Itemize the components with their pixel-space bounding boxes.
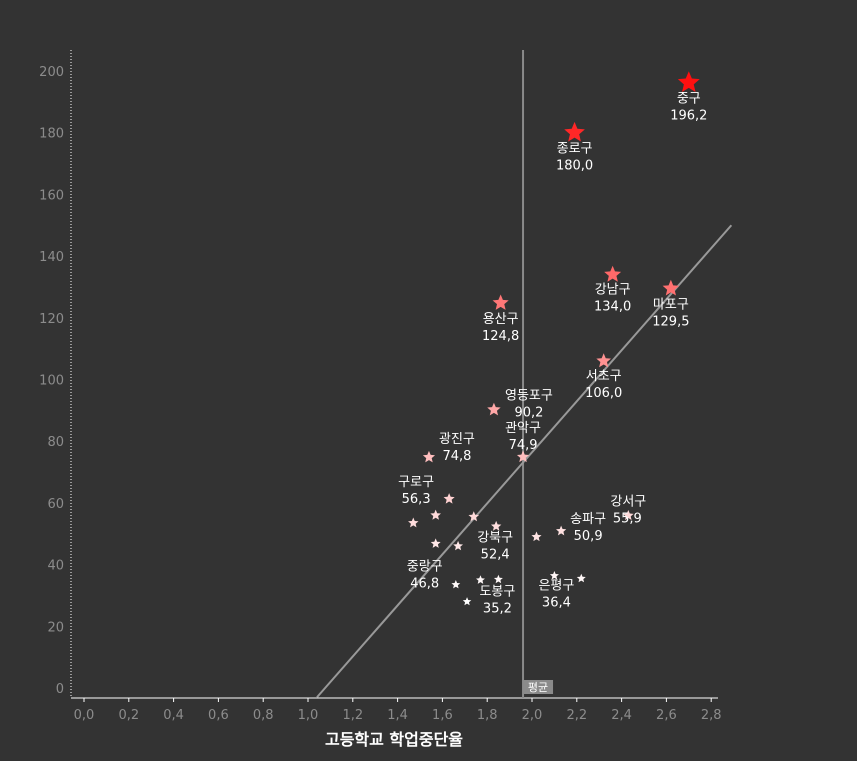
point-value-label: 55,9 — [613, 512, 642, 527]
x-tick-label: 0,6 — [208, 708, 229, 723]
y-tick-label: 0 — [56, 682, 64, 697]
point-value-label: 56,3 — [402, 492, 431, 507]
star-marker — [662, 279, 680, 296]
star-marker — [623, 509, 634, 521]
point-name-label: 은평구 — [538, 579, 574, 594]
x-tick-label: 0,0 — [74, 708, 95, 723]
point-name-label: 강북구 — [477, 530, 513, 545]
x-tick-label: 2,0 — [522, 708, 543, 723]
star-marker — [430, 509, 441, 520]
y-tick-label: 40 — [47, 559, 64, 574]
star-marker — [451, 580, 461, 589]
star-marker — [443, 493, 455, 504]
star-marker — [531, 531, 542, 542]
x-tick-label: 1,8 — [477, 708, 498, 723]
point-name-label: 중구 — [677, 92, 701, 107]
trend-line — [316, 224, 733, 698]
star-marker — [549, 570, 559, 580]
point-name-label: 송파구 — [570, 512, 606, 527]
point-name-label: 도봉구 — [479, 584, 515, 599]
x-tick-label: 0,8 — [253, 708, 274, 723]
x-tick-label: 1,2 — [342, 708, 363, 723]
y-tick-label: 180 — [39, 127, 64, 142]
x-tick-label: 1,4 — [387, 708, 408, 723]
point-name-label: 광진구 — [439, 432, 475, 447]
x-tick-label: 2,4 — [611, 708, 632, 723]
star-marker — [492, 294, 509, 310]
point-value-label: 46,8 — [410, 577, 439, 592]
y-tick-label: 100 — [39, 374, 64, 389]
star-marker — [516, 450, 530, 463]
star-marker — [490, 520, 502, 531]
y-tick-label: 80 — [47, 435, 64, 450]
point-value-label: 196,2 — [670, 109, 707, 124]
point-value-label: 180,0 — [556, 159, 593, 174]
x-tick-label: 2,8 — [701, 708, 722, 723]
y-tick-label: 200 — [39, 65, 64, 80]
star-marker — [468, 511, 480, 522]
point-name-label: 중랑구 — [407, 560, 443, 575]
star-marker — [487, 402, 501, 416]
y-tick-label: 20 — [47, 620, 64, 635]
mean-label-box — [523, 680, 554, 694]
star-marker — [422, 450, 436, 463]
x-axis-title: 고등학교 학업중단율 — [325, 730, 463, 749]
point-name-label: 관악구 — [505, 421, 541, 436]
point-value-label: 124,8 — [482, 329, 519, 344]
star-marker — [476, 575, 485, 584]
point-value-label: 90,2 — [514, 406, 543, 421]
point-value-label: 50,9 — [574, 529, 603, 544]
point-name-label: 종로구 — [557, 142, 593, 157]
star-marker — [493, 574, 503, 584]
x-tick-label: 2,2 — [566, 708, 587, 723]
point-value-label: 74,9 — [509, 438, 538, 453]
point-value-label: 134,0 — [594, 300, 631, 315]
point-value-label: 106,0 — [585, 386, 622, 401]
point-value-label: 129,5 — [652, 314, 689, 329]
star-marker — [453, 540, 463, 551]
y-tick-label: 120 — [39, 312, 64, 327]
y-tick-label: 60 — [47, 497, 64, 512]
star-marker — [576, 573, 586, 583]
point-name-label: 서초구 — [586, 369, 622, 384]
point-name-label: 영등포구 — [505, 389, 553, 404]
x-tick-label: 0,4 — [163, 708, 184, 723]
star-marker — [556, 525, 567, 536]
point-name-label: 강남구 — [595, 283, 631, 298]
x-tick-label: 1,0 — [298, 708, 319, 723]
point-value-label: 52,4 — [481, 547, 510, 562]
star-marker — [604, 265, 622, 282]
point-value-label: 36,4 — [542, 596, 571, 611]
y-tick-label: 160 — [39, 188, 64, 203]
point-name-label: 구로구 — [398, 475, 434, 490]
star-marker — [596, 353, 612, 368]
point-name-label: 강서구 — [610, 495, 646, 510]
x-tick-label: 2,6 — [656, 708, 677, 723]
point-value-label: 35,2 — [483, 601, 512, 616]
point-name-label: 용산구 — [483, 312, 519, 327]
y-tick-label: 140 — [39, 250, 64, 265]
star-marker — [677, 71, 700, 93]
x-tick-label: 1,6 — [432, 708, 453, 723]
point-value-label: 74,8 — [442, 449, 471, 464]
star-marker — [430, 538, 441, 548]
star-marker — [408, 517, 419, 528]
star-marker — [564, 121, 585, 142]
point-name-label: 마포구 — [653, 297, 689, 312]
x-tick-label: 0,2 — [118, 708, 139, 723]
star-marker — [462, 597, 472, 606]
mean-label: 평균 — [528, 681, 548, 694]
